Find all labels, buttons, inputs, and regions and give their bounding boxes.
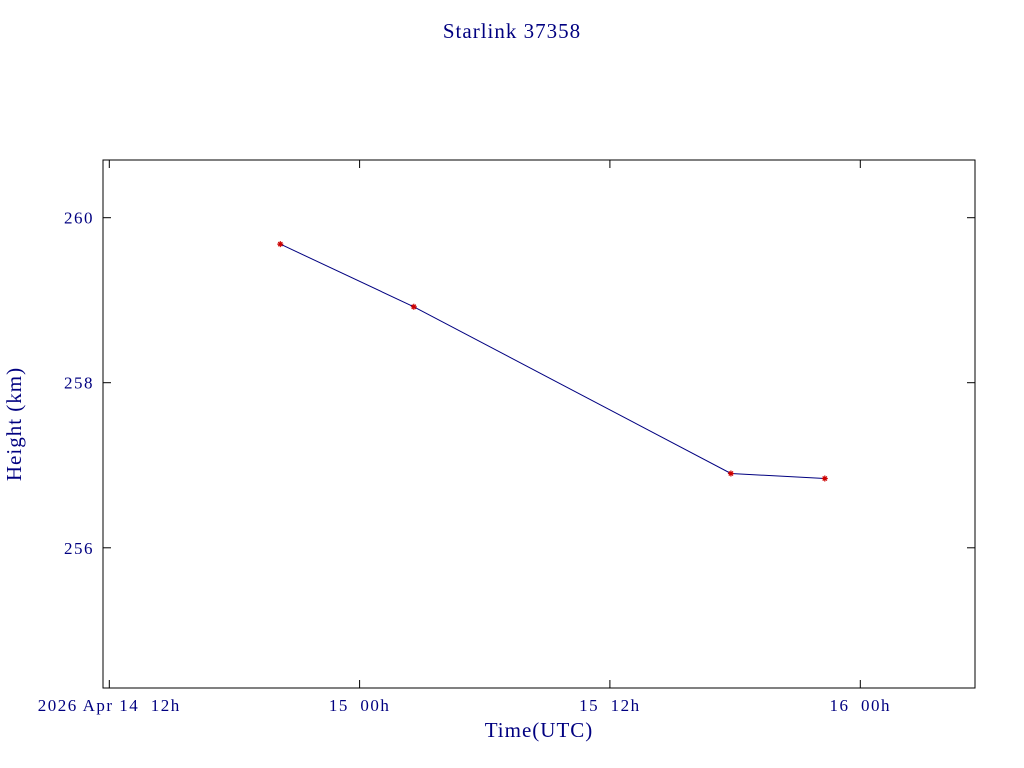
x-tick-label: 2026 Apr 14 12h: [38, 696, 181, 715]
y-tick-label: 256: [64, 539, 94, 558]
x-axis-label: Time(UTC): [485, 718, 594, 742]
plot-frame: [102, 159, 976, 689]
x-tick-label: 16 00h: [830, 696, 892, 715]
y-tick-label: 260: [64, 209, 94, 228]
chart-title: Starlink 37358: [443, 19, 581, 43]
data-point-marker: [410, 303, 417, 310]
x-tick-label: 15 12h: [579, 696, 641, 715]
height-decay-line: [280, 243, 825, 479]
y-tick-label: 258: [64, 374, 94, 393]
data-point-marker: [821, 475, 828, 482]
data-point-marker: [277, 241, 284, 248]
x-tick-label: 15 00h: [329, 696, 391, 715]
data-point-marker: [727, 470, 734, 477]
y-axis-label: Height (km): [2, 367, 26, 481]
